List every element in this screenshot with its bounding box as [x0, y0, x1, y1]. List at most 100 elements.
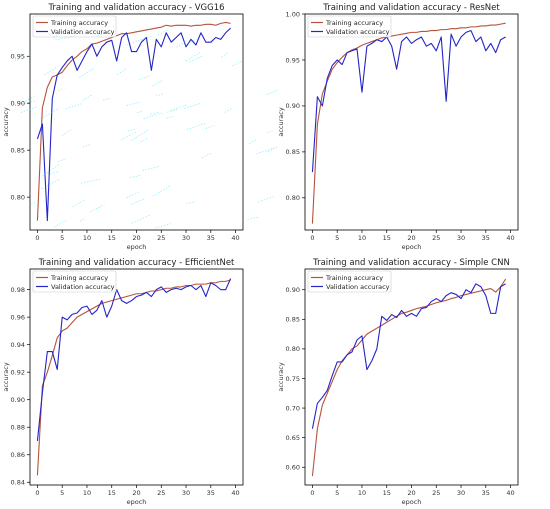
resnet-x-tick-label: 40: [506, 234, 514, 242]
resnet-x-axis-label: epoch: [402, 243, 422, 251]
efficientnet-y-tick-label: 0.88: [11, 424, 25, 432]
efficientnet-y-tick-label: 0.92: [11, 368, 25, 376]
resnet-y-axis-label: accuracy: [277, 107, 285, 136]
vgg16-y-axis-label: accuracy: [2, 107, 10, 136]
simplecnn-x-tick-label: 0: [310, 489, 314, 497]
efficientnet-y-tick-label: 0.84: [11, 479, 25, 487]
efficientnet-x-axis-label: epoch: [127, 498, 147, 506]
vgg16-chart: Training and validation accuracy - VGG16…: [2, 3, 244, 251]
efficientnet-validation-accuracy-line: [36, 278, 232, 442]
efficientnet-x-tick-label: 35: [207, 489, 215, 497]
simplecnn-x-tick-label: 30: [457, 489, 465, 497]
efficientnet-x-tick-label: 15: [108, 489, 116, 497]
vgg16-x-tick-label: 25: [157, 234, 165, 242]
efficientnet-legend-validation-accuracy-label: Validation accuracy: [51, 283, 115, 291]
efficientnet-x-tick-label: 40: [231, 489, 239, 497]
simplecnn-chart: Training and validation accuracy - Simpl…: [277, 258, 519, 506]
resnet-x-tick-label: 0: [310, 234, 314, 242]
simplecnn-x-tick-label: 15: [383, 489, 391, 497]
resnet-chart-title: Training and validation accuracy - ResNe…: [322, 3, 500, 13]
resnet-x-tick-label: 30: [457, 234, 465, 242]
vgg16-plot-frame: [29, 13, 244, 231]
resnet-legend-validation-accuracy-label: Validation accuracy: [326, 28, 390, 36]
resnet-x-tick-label: 5: [335, 234, 339, 242]
efficientnet-x-tick-label: 10: [83, 489, 91, 497]
resnet-x-tick-label: 25: [432, 234, 440, 242]
simplecnn-validation-accuracy-line: [311, 283, 506, 429]
simplecnn-legend-box: [307, 270, 392, 293]
vgg16-x-tick-label: 40: [231, 234, 239, 242]
efficientnet-legend-box: [32, 270, 117, 293]
simplecnn-y-axis-label: accuracy: [277, 362, 285, 391]
efficientnet-x-tick-label: 5: [60, 489, 64, 497]
vgg16-y-tick-label: 0.90: [11, 100, 25, 108]
vgg16-x-tick-label: 5: [60, 234, 64, 242]
resnet-chart-panel: Training and validation accuracy - ResNe…: [275, 0, 550, 254]
vgg16-x-tick-label: 0: [35, 234, 39, 242]
vgg16-training-accuracy-line: [36, 21, 231, 221]
efficientnet-training-accuracy-line: [36, 279, 231, 476]
resnet-chart: Training and validation accuracy - ResNe…: [277, 3, 519, 251]
vgg16-x-tick-label: 35: [207, 234, 215, 242]
simplecnn-y-tick-label: 0.65: [286, 434, 300, 442]
simplecnn-plot-frame: [304, 268, 519, 486]
resnet-plot-frame: [304, 13, 519, 231]
efficientnet-x-tick-label: 25: [157, 489, 165, 497]
simplecnn-y-tick-label: 0.80: [286, 345, 300, 353]
simplecnn-y-tick-label: 0.70: [286, 404, 300, 412]
efficientnet-y-axis-label: accuracy: [2, 362, 10, 391]
efficientnet-y-tick-label: 0.90: [11, 396, 25, 404]
vgg16-x-tick-label: 10: [83, 234, 91, 242]
resnet-validation-accuracy-line: [311, 29, 506, 173]
resnet-y-tick-label: 1.00: [286, 10, 300, 18]
resnet-y-tick-label: 0.85: [286, 148, 300, 156]
simplecnn-y-tick-label: 0.75: [286, 375, 300, 383]
efficientnet-legend-training-accuracy-label: Training accuracy: [50, 274, 108, 282]
resnet-y-tick-label: 0.80: [286, 194, 300, 202]
efficientnet-chart-title: Training and validation accuracy - Effic…: [38, 258, 235, 268]
simplecnn-y-tick-label: 0.60: [286, 464, 300, 472]
efficientnet-x-tick-label: 20: [132, 489, 140, 497]
simplecnn-x-tick-label: 20: [407, 489, 415, 497]
resnet-training-accuracy-line: [311, 22, 506, 224]
vgg16-x-axis-label: epoch: [127, 243, 147, 251]
efficientnet-x-tick-label: 30: [182, 489, 190, 497]
vgg16-legend-validation-accuracy-label: Validation accuracy: [51, 28, 115, 36]
resnet-x-tick-label: 20: [407, 234, 415, 242]
efficientnet-y-tick-label: 0.98: [11, 286, 25, 294]
simplecnn-y-tick-label: 0.90: [286, 286, 300, 294]
resnet-x-tick-label: 10: [358, 234, 366, 242]
vgg16-chart-title: Training and validation accuracy - VGG16: [47, 3, 224, 13]
simplecnn-chart-panel: Training and validation accuracy - Simpl…: [275, 255, 550, 509]
vgg16-y-tick-label: 0.85: [11, 146, 25, 154]
simplecnn-x-axis-label: epoch: [402, 498, 422, 506]
vgg16-validation-accuracy-line: [36, 27, 231, 222]
vgg16-x-tick-label: 15: [108, 234, 116, 242]
efficientnet-x-tick-label: 0: [35, 489, 39, 497]
efficientnet-chart: Training and validation accuracy - Effic…: [2, 258, 244, 506]
simplecnn-legend-validation-accuracy-label: Validation accuracy: [326, 283, 390, 291]
simplecnn-x-tick-label: 10: [358, 489, 366, 497]
vgg16-x-tick-label: 20: [132, 234, 140, 242]
efficientnet-chart-panel: Training and validation accuracy - Effic…: [0, 255, 275, 509]
resnet-legend-training-accuracy-label: Training accuracy: [325, 19, 383, 27]
resnet-y-tick-label: 0.90: [286, 102, 300, 110]
simplecnn-x-tick-label: 35: [482, 489, 490, 497]
vgg16-chart-panel: Training and validation accuracy - VGG16…: [0, 0, 275, 254]
simplecnn-y-tick-label: 0.85: [286, 316, 300, 324]
resnet-y-tick-label: 0.95: [286, 56, 300, 64]
simplecnn-legend-training-accuracy-label: Training accuracy: [325, 274, 383, 282]
resnet-x-tick-label: 15: [383, 234, 391, 242]
vgg16-y-tick-label: 0.80: [11, 193, 25, 201]
vgg16-legend-training-accuracy-label: Training accuracy: [50, 19, 108, 27]
simplecnn-x-tick-label: 5: [335, 489, 339, 497]
simplecnn-x-tick-label: 40: [506, 489, 514, 497]
resnet-legend-box: [307, 15, 392, 38]
simplecnn-x-tick-label: 25: [432, 489, 440, 497]
resnet-x-tick-label: 35: [482, 234, 490, 242]
efficientnet-y-tick-label: 0.94: [11, 341, 25, 349]
